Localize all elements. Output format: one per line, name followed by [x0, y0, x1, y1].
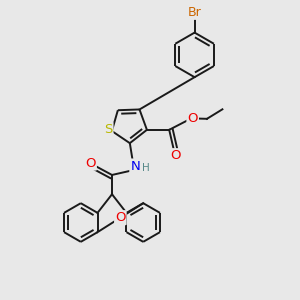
Text: S: S [104, 123, 112, 136]
Text: O: O [115, 211, 126, 224]
Text: O: O [170, 149, 180, 162]
Text: O: O [188, 112, 198, 125]
Text: Br: Br [188, 6, 202, 19]
Text: H: H [142, 163, 150, 173]
Text: O: O [85, 157, 96, 169]
Text: N: N [130, 160, 140, 172]
